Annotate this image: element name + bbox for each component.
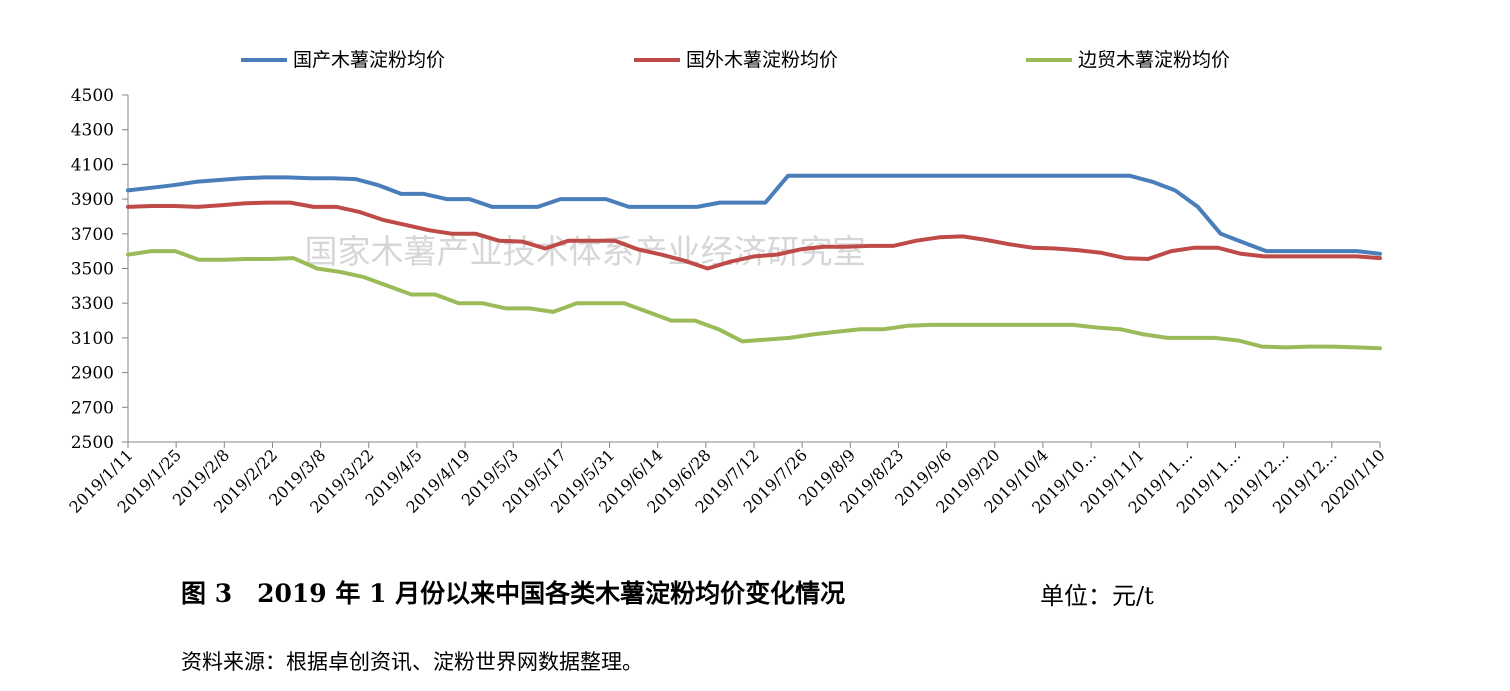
- series-line-2: [126, 200, 1382, 271]
- y-tick-label: 2900: [71, 364, 114, 384]
- legend-label-2: 国外木薯淀粉均价: [686, 49, 838, 71]
- y-tick-label: 4300: [71, 121, 114, 141]
- y-tick-label: 3900: [71, 190, 114, 210]
- watermark-layer: 国家木薯产业技术体系产业经济研究室: [305, 232, 866, 271]
- watermark: 国家木薯产业技术体系产业经济研究室: [305, 232, 866, 271]
- source-note: 资料来源：根据卓创资讯、淀粉世界网数据整理。: [181, 650, 643, 674]
- legend: 国产木薯淀粉均价 国外木薯淀粉均价 边贸木薯淀粉均价: [241, 49, 1230, 71]
- y-tick-label: 4500: [71, 86, 114, 106]
- y-tick-label: 4100: [71, 155, 114, 175]
- y-tick-label: 3700: [71, 225, 114, 245]
- chart: 国产木薯淀粉均价 国外木薯淀粉均价 边贸木薯淀粉均价 2500 2700 2900 310…: [65, 49, 1388, 517]
- plot-area: [126, 173, 1382, 351]
- y-tick-label: 3300: [71, 294, 114, 314]
- legend-label-1: 国产木薯淀粉均价: [293, 49, 445, 71]
- y-tick-label: 2500: [71, 433, 114, 453]
- series-line-1: [126, 173, 1382, 256]
- axes: 2500 2700 2900 3100 3300 3500 3700 3900 4100 4300…: [65, 86, 1388, 517]
- series-line-3: [126, 249, 1382, 351]
- y-tick-label: 2700: [71, 398, 114, 418]
- unit-label: 单位：元/t: [1040, 582, 1154, 610]
- y-tick-label: 3100: [71, 329, 114, 349]
- y-tick-label: 3500: [71, 260, 114, 280]
- figure-caption: 图 3 2019 年 1 月份以来中国各类木薯淀粉均价变化情况: [181, 579, 846, 608]
- legend-label-3: 边贸木薯淀粉均价: [1078, 49, 1230, 71]
